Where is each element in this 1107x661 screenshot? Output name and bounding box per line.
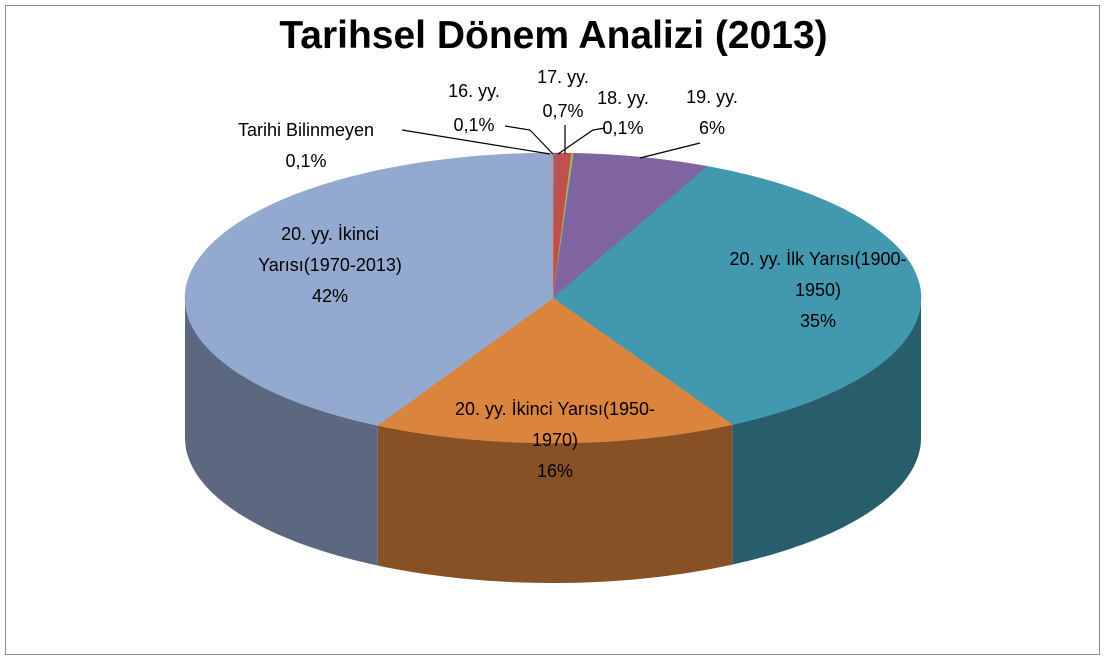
- data-label-category: 20. yy. İkinci Yarısı(1970-2013): [258, 224, 402, 275]
- leader-line: [401, 129, 551, 155]
- pie-slice: [184, 152, 554, 426]
- pie-slice-side: [185, 298, 378, 566]
- data-label-category: 19. yy.: [686, 87, 738, 107]
- data-label-category: 20. yy. İkinci Yarısı(1950-1970): [454, 399, 656, 450]
- data-label-value: 6%: [698, 118, 725, 138]
- data-label-category: 16. yy.: [448, 81, 500, 101]
- data-label-category: 20. yy. İlk Yarısı(1900-1950): [729, 249, 907, 300]
- leader-line: [639, 142, 701, 159]
- chart-title: Tarihsel Dönem Analizi (2013): [279, 14, 828, 57]
- data-label-value: 0,1%: [453, 115, 495, 135]
- data-label-category: Tarihi Bilinmeyen: [237, 120, 375, 140]
- pie-slice: [377, 297, 733, 444]
- pie-slice-side: [377, 424, 733, 583]
- data-label-category: 18. yy.: [597, 88, 649, 108]
- pie-slice-side: [732, 298, 921, 565]
- data-label-value: 42%: [311, 286, 349, 306]
- data-label-value: 35%: [799, 311, 837, 331]
- leader-line: [504, 125, 554, 155]
- data-label-value: 0,7%: [542, 101, 584, 121]
- data-label-category: 17. yy.: [537, 67, 589, 87]
- pie-slice: [552, 166, 922, 425]
- leader-line: [557, 127, 606, 155]
- data-label-value: 16%: [536, 461, 574, 481]
- data-label-value: 0,1%: [602, 118, 644, 138]
- data-label-value: 0,1%: [285, 151, 327, 171]
